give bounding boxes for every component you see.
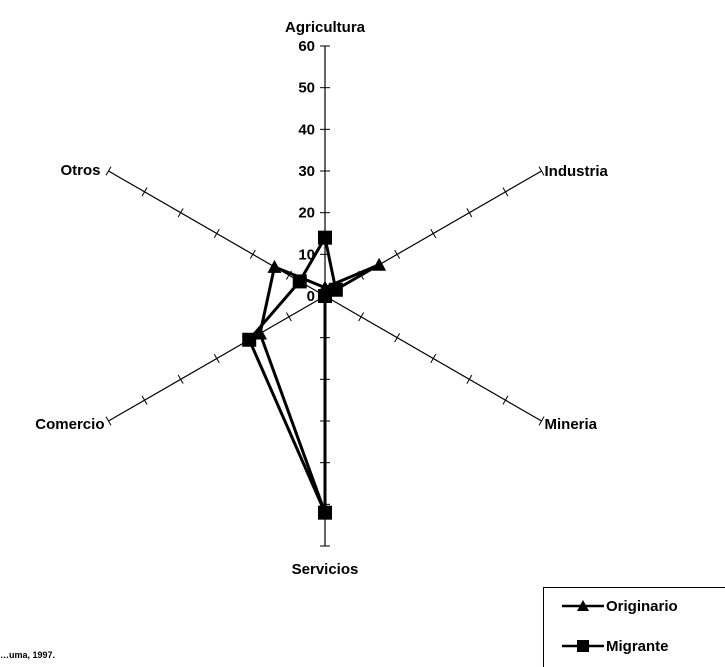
category-label-otros: Otros [60,162,100,179]
tick-mark [141,395,148,405]
source-note: …uma, 1997. [0,650,56,660]
tick-mark [394,333,401,343]
triangle-marker-icon [562,600,604,611]
data-point-migrante-comercio [242,332,257,347]
tick-label-40: 40 [298,121,315,138]
tick-label-60: 60 [298,38,315,55]
radar-labels: 0 10 20 30 40 50 60 Agricultura Industria Mineria… [35,19,608,578]
tick-label-50: 50 [298,80,315,97]
chart-legend: Originario Migrante [543,587,725,667]
tick-mark [358,312,365,322]
tick-label-10: 10 [298,246,315,263]
tick-mark [105,166,112,176]
tick-mark [213,353,220,364]
radar-series [242,230,387,520]
data-point-migrante-servicios [318,505,332,520]
category-label-mineria: Mineria [545,416,598,433]
tick-mark [249,249,256,259]
tick-mark [502,395,509,405]
tick-mark [105,416,112,426]
tick-mark [213,228,220,239]
category-label-agricultura: Agricultura [285,19,366,36]
legend-item-migrante: Migrante [562,634,669,658]
category-label-industria: Industria [545,163,609,180]
data-point-migrante-industria [328,282,343,297]
tick-mark [394,249,401,259]
tick-mark [430,228,437,239]
tick-mark [466,374,473,384]
tick-label-30: 30 [298,163,315,180]
data-point-migrante-agricultura [318,230,332,245]
data-point-migrante-mineria [318,289,332,303]
tick-mark [538,416,545,426]
tick-mark [141,187,148,197]
category-label-comercio: Comercio [35,416,104,433]
tick-label-20: 20 [298,205,315,222]
legend-label-originario: Originario [606,597,678,615]
tick-mark [285,312,292,322]
data-point-originario-comercio [253,326,268,340]
tick-mark [466,208,473,218]
data-point-originario-otros [267,259,282,273]
tick-mark [177,374,184,384]
tick-mark [177,208,184,218]
tick-mark [430,353,437,364]
tick-mark [538,166,545,176]
tick-mark [502,187,509,197]
square-marker-icon [562,640,604,652]
legend-item-originario: Originario [562,594,678,618]
category-label-servicios: Servicios [292,561,359,578]
tick-label-0: 0 [307,288,315,305]
series-line-migrante [247,236,338,515]
data-point-originario-industria [372,257,387,271]
legend-label-migrante: Migrante [606,637,669,655]
data-point-migrante-otros [292,274,307,289]
